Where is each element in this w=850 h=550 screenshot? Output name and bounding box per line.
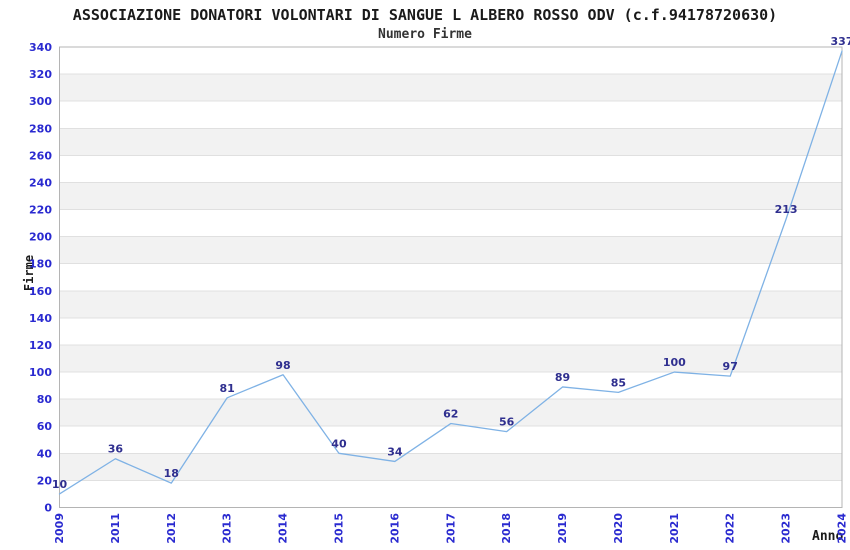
chart-title: ASSOCIAZIONE DONATORI VOLONTARI DI SANGU… <box>72 6 778 24</box>
svg-text:2021: 2021 <box>668 513 681 544</box>
svg-text:2012: 2012 <box>165 513 178 544</box>
svg-text:20: 20 <box>37 474 53 487</box>
svg-text:2009: 2009 <box>53 513 66 544</box>
svg-text:2013: 2013 <box>221 513 234 544</box>
svg-text:300: 300 <box>29 95 52 108</box>
svg-text:2014: 2014 <box>277 513 290 544</box>
svg-text:100: 100 <box>29 366 52 379</box>
svg-text:2016: 2016 <box>388 513 401 544</box>
svg-text:100: 100 <box>663 356 686 369</box>
svg-text:120: 120 <box>29 339 52 352</box>
svg-text:2017: 2017 <box>444 513 457 544</box>
svg-text:337: 337 <box>831 35 850 48</box>
svg-text:56: 56 <box>499 416 515 429</box>
svg-text:160: 160 <box>29 285 52 298</box>
svg-text:140: 140 <box>29 312 52 325</box>
svg-text:34: 34 <box>387 445 403 458</box>
chart-subtitle: Numero Firme <box>378 27 472 42</box>
svg-text:213: 213 <box>775 203 798 216</box>
svg-text:2018: 2018 <box>500 513 513 544</box>
svg-text:40: 40 <box>331 437 347 450</box>
svg-text:340: 340 <box>29 41 52 54</box>
svg-text:81: 81 <box>220 382 235 395</box>
svg-text:36: 36 <box>108 443 124 456</box>
svg-text:60: 60 <box>37 420 53 433</box>
svg-text:180: 180 <box>29 258 52 271</box>
svg-text:280: 280 <box>29 122 52 135</box>
svg-text:2019: 2019 <box>556 513 569 544</box>
svg-text:2024: 2024 <box>836 513 849 544</box>
svg-text:2015: 2015 <box>332 513 345 544</box>
svg-text:260: 260 <box>29 149 52 162</box>
svg-text:85: 85 <box>611 376 626 389</box>
svg-text:2011: 2011 <box>109 513 122 544</box>
svg-text:62: 62 <box>443 408 458 421</box>
svg-text:2020: 2020 <box>612 513 625 544</box>
svg-text:80: 80 <box>37 393 53 406</box>
svg-text:220: 220 <box>29 204 52 217</box>
svg-text:89: 89 <box>555 371 570 384</box>
svg-text:320: 320 <box>29 68 52 81</box>
svg-text:10: 10 <box>52 478 68 491</box>
svg-text:0: 0 <box>44 502 52 515</box>
svg-text:2022: 2022 <box>724 513 737 544</box>
svg-text:18: 18 <box>164 467 179 480</box>
svg-text:40: 40 <box>37 447 53 460</box>
x-axis-label: Anno <box>812 529 844 544</box>
svg-text:2023: 2023 <box>780 513 793 544</box>
svg-text:97: 97 <box>723 360 738 373</box>
svg-text:98: 98 <box>275 359 290 372</box>
svg-text:240: 240 <box>29 176 52 189</box>
svg-text:200: 200 <box>29 231 52 244</box>
